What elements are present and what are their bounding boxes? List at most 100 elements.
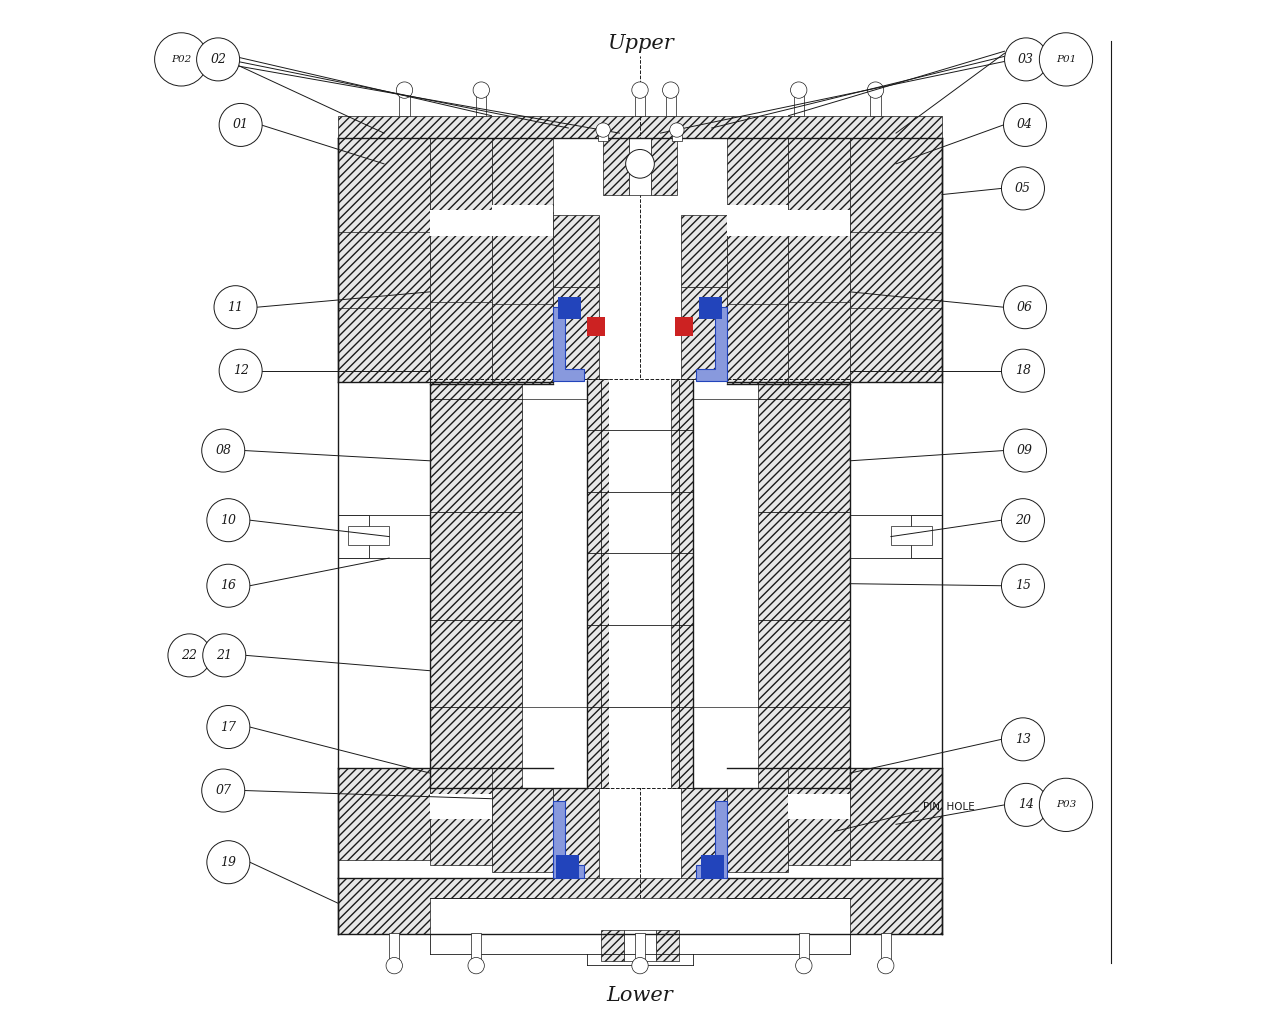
Bar (338, 138, 430, 236)
Text: 02: 02 (210, 53, 227, 66)
Bar (727, 304, 788, 384)
Text: 08: 08 (215, 444, 232, 457)
Bar (701, 855, 724, 878)
Circle shape (791, 82, 806, 98)
Bar (338, 308, 430, 382)
Bar (348, 526, 389, 545)
Bar (430, 384, 522, 788)
Circle shape (868, 82, 883, 98)
Text: 10: 10 (220, 514, 237, 526)
Bar (788, 138, 850, 210)
Bar (891, 526, 932, 545)
Bar (430, 210, 492, 236)
Circle shape (1001, 718, 1044, 761)
Bar (727, 788, 788, 872)
Bar (799, 933, 809, 961)
Bar (671, 379, 694, 788)
Circle shape (387, 957, 402, 974)
Circle shape (1001, 564, 1044, 607)
Circle shape (219, 349, 262, 392)
Bar (788, 210, 850, 307)
Bar (492, 138, 553, 205)
Circle shape (596, 123, 611, 137)
Bar (666, 93, 676, 116)
Circle shape (168, 634, 211, 677)
Bar (850, 768, 942, 860)
Circle shape (796, 957, 812, 974)
Bar (788, 210, 850, 236)
Bar (558, 297, 581, 319)
Bar (598, 133, 608, 141)
Circle shape (1039, 778, 1093, 831)
Bar (476, 93, 486, 116)
Text: 12: 12 (233, 365, 248, 377)
Bar (338, 768, 430, 860)
Bar (338, 232, 430, 312)
Bar (586, 379, 609, 788)
Text: Upper: Upper (607, 34, 673, 52)
Text: 21: 21 (216, 649, 232, 662)
Circle shape (1004, 286, 1047, 329)
Circle shape (1004, 429, 1047, 472)
Bar (556, 855, 579, 878)
Text: 15: 15 (1015, 580, 1030, 592)
Bar (881, 933, 891, 961)
Bar (672, 133, 682, 141)
Bar (430, 210, 492, 307)
Bar (727, 205, 788, 236)
Bar (553, 215, 599, 287)
Bar (553, 788, 599, 881)
Circle shape (632, 957, 648, 974)
Text: 14: 14 (1018, 799, 1034, 811)
Text: Lower: Lower (607, 986, 673, 1005)
Bar (758, 384, 850, 788)
Bar (635, 93, 645, 116)
Text: 22: 22 (182, 649, 197, 662)
Bar (850, 308, 942, 382)
Text: 17: 17 (220, 721, 237, 733)
Text: 13: 13 (1015, 733, 1030, 745)
Circle shape (397, 82, 412, 98)
Bar (338, 515, 369, 558)
Text: 06: 06 (1018, 301, 1033, 313)
Bar (553, 287, 599, 379)
Bar (675, 317, 694, 336)
Circle shape (663, 82, 678, 98)
Bar (870, 93, 881, 116)
Circle shape (1001, 499, 1044, 542)
Bar (699, 297, 722, 319)
Bar (628, 138, 652, 195)
Bar (727, 138, 788, 205)
Bar (911, 515, 942, 558)
Circle shape (202, 769, 244, 812)
Bar (681, 287, 727, 379)
Bar (609, 379, 671, 788)
Bar (430, 138, 492, 210)
Bar (602, 930, 623, 961)
Bar (492, 205, 553, 307)
Text: 20: 20 (1015, 514, 1030, 526)
Bar (788, 794, 850, 819)
Polygon shape (696, 801, 727, 878)
Text: 07: 07 (215, 784, 232, 797)
Bar (681, 788, 727, 881)
Text: PIN  HOLE: PIN HOLE (923, 802, 974, 812)
Text: 18: 18 (1015, 365, 1030, 377)
Circle shape (1001, 349, 1044, 392)
Bar (850, 138, 942, 236)
Text: P02: P02 (172, 55, 192, 63)
Circle shape (468, 957, 484, 974)
Bar (652, 138, 677, 195)
Circle shape (214, 286, 257, 329)
Bar (681, 215, 727, 287)
Text: 09: 09 (1018, 444, 1033, 457)
Bar (430, 794, 492, 819)
Bar (492, 788, 553, 872)
Bar (492, 304, 553, 384)
Text: P01: P01 (1056, 55, 1076, 63)
Circle shape (878, 957, 893, 974)
Bar (657, 930, 678, 961)
Bar (338, 878, 942, 934)
Bar (694, 399, 758, 707)
Circle shape (1001, 167, 1044, 210)
